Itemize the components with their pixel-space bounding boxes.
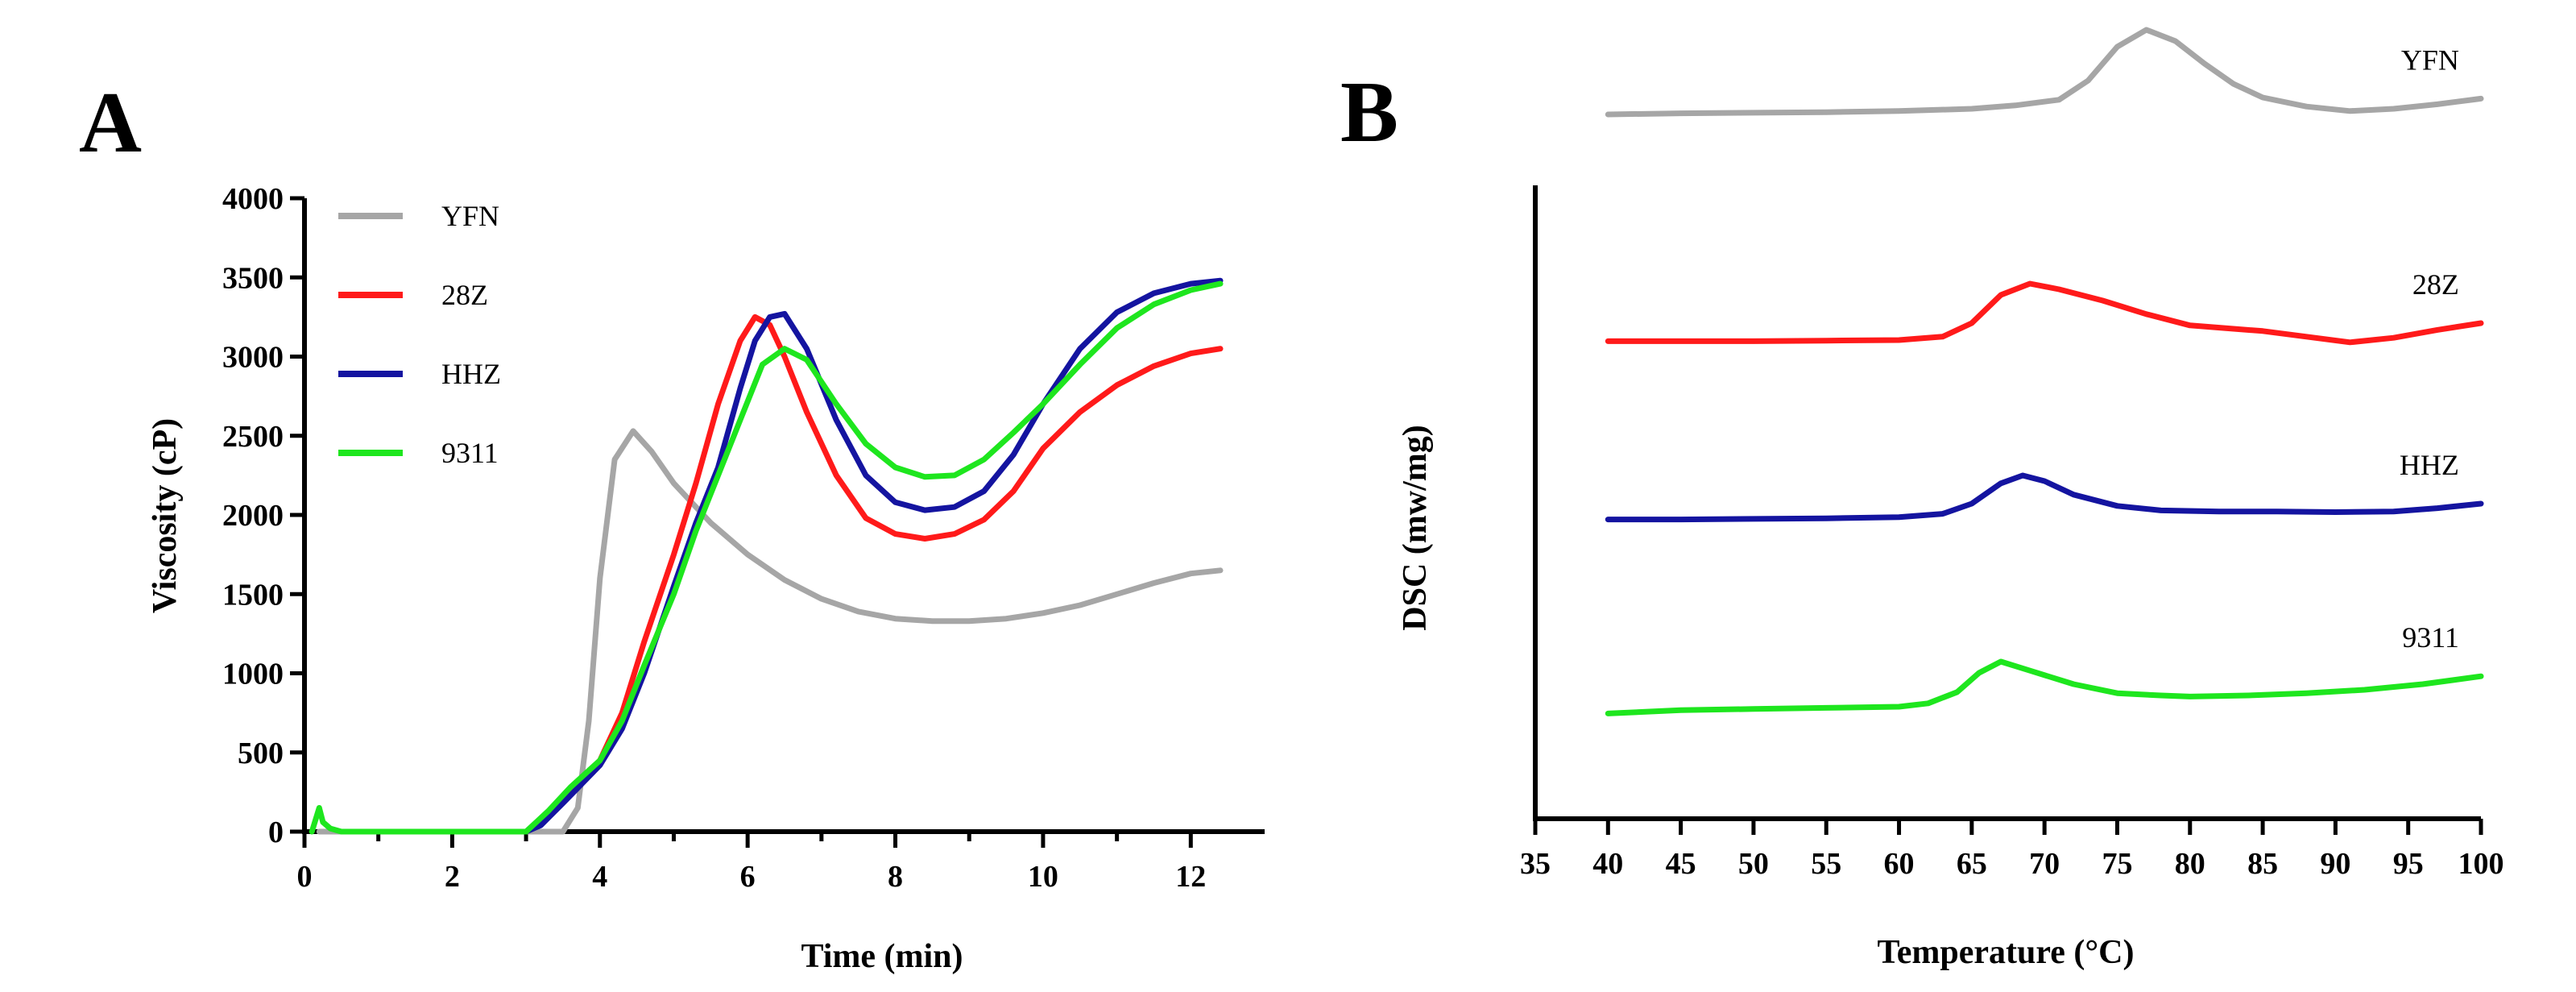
dsc-chart: 35 40 45 50 55 60 65 70 75 80 85 90 95 100 YFN 28Z HHZ 9… [1397, 27, 2504, 971]
viscosity-y-tick-label: 4000 [222, 182, 284, 216]
dsc-x-tick-label: 95 [2393, 847, 2424, 881]
dsc-ticks: 35 40 45 50 55 60 65 70 75 80 85 90 95 100 [1520, 819, 2504, 881]
dsc-x-tick-label: 60 [1884, 847, 1915, 881]
dsc-series-label-9311: 9311 [2402, 621, 2459, 654]
dsc-x-axis-title: Temperature (°C) [1878, 934, 2135, 971]
dsc-series-yfn [1605, 27, 2484, 118]
viscosity-series-9311 [309, 280, 1224, 835]
viscosity-x-axis-title: Time (min) [801, 938, 963, 975]
dsc-y-axis-title: DSC (mw/mg) [1397, 425, 1434, 630]
dsc-series [1605, 27, 2484, 716]
dsc-x-tick-label: 70 [2029, 847, 2060, 881]
panel-a-label: A [79, 75, 142, 171]
dsc-series-label-hhz: HHZ [2400, 449, 2459, 481]
dsc-series-28z [1605, 280, 2484, 346]
viscosity-x-tick-label: 6 [740, 860, 756, 894]
viscosity-x-tick-label: 0 [297, 860, 313, 894]
viscosity-x-tick-label: 12 [1175, 860, 1206, 894]
dsc-x-tick-label: 65 [1957, 847, 1987, 881]
viscosity-x-tick-label: 8 [888, 860, 903, 894]
viscosity-legend: YFN 28Z HHZ 9311 [338, 200, 501, 469]
panel-b-label: B [1340, 64, 1398, 160]
viscosity-x-tick-label: 2 [445, 860, 460, 894]
dsc-x-tick-label: 55 [1811, 847, 1841, 881]
dsc-series-label-28z: 28Z [2412, 268, 2459, 301]
viscosity-y-axis-title: Viscosity (cP) [147, 418, 184, 613]
viscosity-y-tick-label: 1500 [222, 578, 284, 612]
dsc-axes [1533, 185, 2481, 821]
viscosity-ticks: 0 500 1000 1500 2000 2500 3000 3500 4000 0 2 4 6 8 10 1… [222, 182, 1206, 894]
viscosity-y-tick-label: 3500 [222, 261, 284, 295]
viscosity-y-tick-label: 3000 [222, 341, 284, 375]
dsc-x-tick-label: 85 [2247, 847, 2278, 881]
legend-label-yfn: YFN [441, 200, 499, 232]
viscosity-y-tick-label: 500 [238, 737, 284, 770]
dsc-x-tick-label: 90 [2320, 847, 2350, 881]
legend-label-9311: 9311 [441, 437, 499, 469]
viscosity-y-tick-label: 2000 [222, 499, 284, 533]
dsc-x-tick-label: 80 [2175, 847, 2205, 881]
dsc-series-labels: YFN 28Z HHZ 9311 [2400, 44, 2459, 654]
dsc-x-tick-label: 35 [1520, 847, 1551, 881]
dsc-x-tick-label: 75 [2102, 847, 2132, 881]
legend-label-hhz: HHZ [441, 358, 501, 390]
viscosity-series-yfn [316, 428, 1224, 835]
dsc-x-tick-label: 40 [1592, 847, 1623, 881]
viscosity-y-tick-label: 2500 [222, 420, 284, 454]
viscosity-y-tick-label: 0 [268, 816, 284, 849]
dsc-series-9311 [1605, 658, 2484, 716]
dsc-series-label-yfn: YFN [2401, 44, 2459, 76]
dsc-series-hhz [1605, 472, 2484, 523]
viscosity-x-tick-label: 10 [1028, 860, 1058, 894]
viscosity-series-hhz [493, 277, 1224, 835]
legend-label-28z: 28Z [441, 279, 488, 311]
viscosity-series [309, 277, 1224, 835]
dsc-x-tick-label: 100 [2458, 847, 2504, 881]
viscosity-y-tick-label: 1000 [222, 658, 284, 691]
dsc-x-tick-label: 50 [1738, 847, 1769, 881]
dsc-x-tick-label: 45 [1666, 847, 1696, 881]
viscosity-x-tick-label: 4 [592, 860, 607, 894]
viscosity-chart: 0 500 1000 1500 2000 2500 3000 3500 4000 0 2 4 6 8 10 1… [147, 182, 1265, 975]
